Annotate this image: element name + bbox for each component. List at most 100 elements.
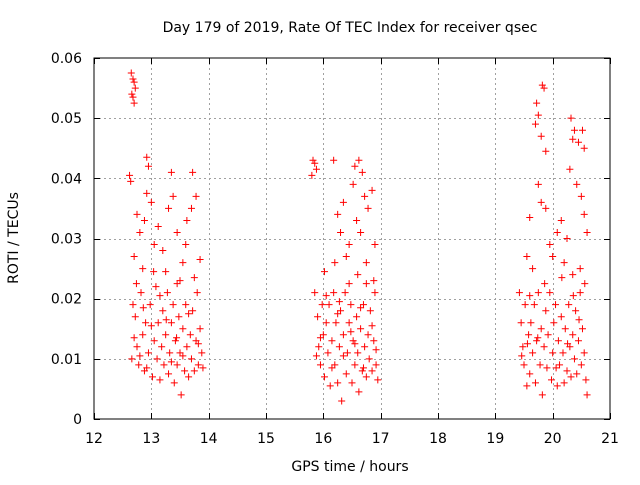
- data-point-marker: [335, 343, 343, 351]
- data-point-marker: [194, 340, 202, 348]
- data-point-marker: [130, 78, 138, 86]
- data-point-marker: [358, 168, 366, 176]
- data-point-marker: [181, 367, 189, 375]
- data-point-marker: [182, 241, 190, 249]
- data-point-marker: [332, 319, 340, 327]
- x-tick-label: 19: [486, 431, 504, 447]
- data-point-marker: [308, 171, 316, 179]
- data-point-marker: [334, 310, 342, 318]
- data-point-marker: [561, 325, 569, 333]
- data-point-marker: [129, 301, 137, 309]
- x-tick-label: 21: [601, 431, 619, 447]
- data-point-marker: [162, 316, 170, 324]
- data-point-marker: [137, 289, 145, 297]
- data-point-marker: [154, 222, 162, 230]
- data-point-marker: [550, 319, 558, 327]
- data-point-marker: [133, 343, 141, 351]
- data-point-marker: [162, 268, 170, 276]
- data-point-marker: [537, 132, 545, 140]
- data-point-marker: [362, 259, 370, 267]
- data-point-marker: [569, 331, 577, 339]
- data-point-marker: [341, 289, 349, 297]
- data-point-marker: [143, 153, 151, 161]
- data-point-marker: [353, 313, 361, 321]
- data-point-marker: [563, 367, 571, 375]
- data-point-marker: [339, 352, 347, 360]
- data-point-marker: [544, 331, 552, 339]
- data-point-marker: [362, 373, 370, 381]
- data-point-marker: [190, 367, 198, 375]
- x-tick-label: 17: [372, 431, 390, 447]
- data-point-marker: [131, 84, 139, 92]
- data-point-marker: [519, 343, 527, 351]
- x-tick-label: 12: [85, 431, 103, 447]
- data-point-marker: [577, 361, 585, 369]
- data-point-marker: [542, 204, 550, 212]
- x-tick-label: 15: [257, 431, 275, 447]
- data-point-marker: [566, 165, 574, 173]
- data-point-marker: [130, 99, 138, 107]
- data-point-marker: [345, 319, 353, 327]
- data-point-marker: [311, 289, 319, 297]
- data-point-marker: [162, 331, 170, 339]
- data-point-marker: [339, 198, 347, 206]
- data-points: [126, 69, 591, 405]
- data-point-marker: [558, 274, 566, 282]
- y-tick-label: 0.03: [51, 232, 82, 248]
- data-point-marker: [560, 379, 568, 387]
- data-point-marker: [179, 325, 187, 333]
- data-point-marker: [359, 364, 367, 372]
- data-point-marker: [167, 358, 175, 366]
- data-point-marker: [148, 373, 156, 381]
- data-point-marker: [312, 165, 320, 173]
- data-point-marker: [337, 228, 345, 236]
- data-point-marker: [183, 343, 191, 351]
- y-tick-label: 0.06: [51, 51, 82, 67]
- data-point-marker: [552, 364, 560, 372]
- data-point-marker: [523, 340, 531, 348]
- data-point-marker: [365, 355, 373, 363]
- data-point-marker: [189, 168, 197, 176]
- data-point-marker: [143, 189, 151, 197]
- data-point-marker: [580, 210, 588, 218]
- data-point-marker: [315, 343, 323, 351]
- data-point-marker: [142, 319, 150, 327]
- data-point-marker: [314, 313, 322, 321]
- data-point-marker: [372, 361, 380, 369]
- data-point-marker: [576, 289, 584, 297]
- data-point-marker: [538, 391, 546, 399]
- data-point-marker: [542, 147, 550, 155]
- data-point-marker: [146, 301, 154, 309]
- data-point-marker: [355, 156, 363, 164]
- data-point-marker: [345, 241, 353, 249]
- data-point-marker: [165, 370, 173, 378]
- data-point-marker: [179, 259, 187, 267]
- data-point-marker: [144, 349, 152, 357]
- data-point-marker: [565, 301, 573, 309]
- data-point-marker: [186, 331, 194, 339]
- y-axis-label: ROTI / TECUs: [6, 192, 22, 284]
- data-point-marker: [537, 198, 545, 206]
- data-point-marker: [325, 301, 333, 309]
- data-point-marker: [366, 307, 374, 315]
- data-point-marker: [130, 253, 138, 261]
- data-point-marker: [569, 271, 577, 279]
- data-point-marker: [147, 322, 155, 330]
- data-point-marker: [557, 216, 565, 224]
- data-point-marker: [158, 343, 166, 351]
- data-point-marker: [176, 277, 184, 285]
- data-point-marker: [534, 289, 542, 297]
- data-point-marker: [564, 340, 572, 348]
- data-point-marker: [351, 340, 359, 348]
- data-point-marker: [328, 337, 336, 345]
- data-point-marker: [573, 180, 581, 188]
- data-point-marker: [526, 370, 534, 378]
- y-tick-label: 0.01: [51, 352, 82, 368]
- data-point-marker: [177, 391, 185, 399]
- x-tick-label: 13: [142, 431, 160, 447]
- data-point-marker: [187, 355, 195, 363]
- data-point-marker: [351, 162, 359, 170]
- data-point-marker: [358, 367, 366, 375]
- data-point-marker: [156, 292, 164, 300]
